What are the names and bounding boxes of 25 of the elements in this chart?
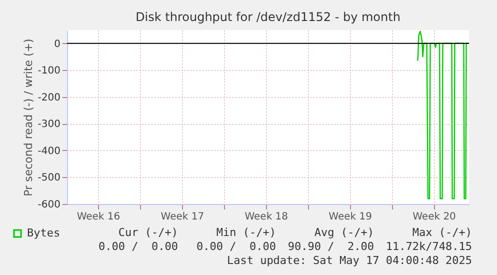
text: Last update: Sat May 17 04:00:48 2025 [226,254,472,267]
x-tick-label: Week 17 [160,212,204,222]
x-tick-label: Week 20 [412,212,456,222]
text: 0.00 / 0.00 [196,240,276,253]
y-tick-label: -600 [38,200,60,210]
text: Min (-/+) [215,226,276,239]
y-tick-label: -100 [38,66,60,77]
line-series [417,30,469,200]
y-tick-label: 0 [54,38,60,50]
text: Cur (-/+) [117,226,178,239]
y-axis-title: Pr second read (-) / write (+) [22,38,35,196]
legend-label: Bytes [27,226,60,240]
y-tick-label: -300 [38,119,60,130]
y-tick-label: -500 [38,172,60,184]
text: Avg (-/+) [313,226,374,239]
y-tick-label: -400 [38,146,60,157]
x-tick-label: Week 16 [76,212,120,222]
text: Max (-/+) [411,226,472,239]
text: 90.90 / 2.00 [286,240,374,253]
x-tick-label: Week 19 [328,212,372,222]
text: 11.72k/748.15 [384,240,472,253]
text: 0.00 / 0.00 [98,240,178,253]
chart-title: Disk throughput for /dev/zd1152 - by month [136,10,400,24]
y-tick-label: -200 [38,92,60,104]
x-tick-label: Week 18 [244,212,288,222]
